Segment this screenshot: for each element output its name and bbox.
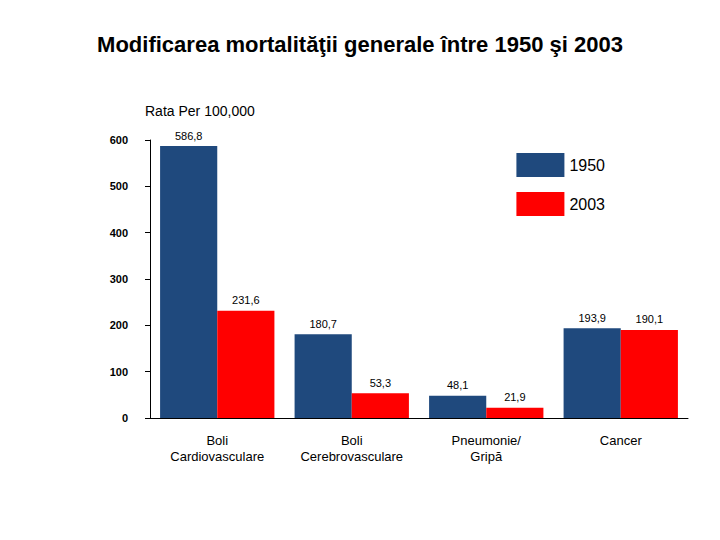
svg-text:21,9: 21,9	[504, 391, 525, 403]
svg-text:586,8: 586,8	[175, 130, 203, 142]
svg-text:48,1: 48,1	[447, 379, 468, 391]
svg-text:231,6: 231,6	[232, 294, 260, 306]
svg-text:Modificarea mortalităţii gener: Modificarea mortalităţii generale între …	[97, 32, 623, 57]
svg-text:Cancer: Cancer	[600, 433, 643, 448]
svg-text:0: 0	[122, 412, 128, 424]
svg-text:400: 400	[110, 227, 128, 239]
svg-text:Boli: Boli	[341, 433, 363, 448]
svg-text:1950: 1950	[569, 157, 605, 174]
svg-text:180,7: 180,7	[309, 318, 337, 330]
svg-text:Cardiovasculare: Cardiovasculare	[170, 449, 264, 464]
svg-text:500: 500	[110, 180, 128, 192]
svg-text:193,9: 193,9	[578, 312, 606, 324]
svg-text:Gripă: Gripă	[470, 449, 503, 464]
svg-text:200: 200	[110, 319, 128, 331]
svg-text:100: 100	[110, 366, 128, 378]
svg-text:190,1: 190,1	[636, 313, 664, 325]
svg-text:300: 300	[110, 273, 128, 285]
svg-text:600: 600	[110, 134, 128, 146]
svg-text:Rata Per 100,000: Rata Per 100,000	[145, 103, 255, 119]
svg-text:Cerebrovasculare: Cerebrovasculare	[300, 449, 403, 464]
svg-text:53,3: 53,3	[370, 377, 391, 389]
svg-text:Boli: Boli	[206, 433, 228, 448]
svg-text:Pneumonie/: Pneumonie/	[452, 433, 522, 448]
svg-text:2003: 2003	[569, 196, 605, 213]
